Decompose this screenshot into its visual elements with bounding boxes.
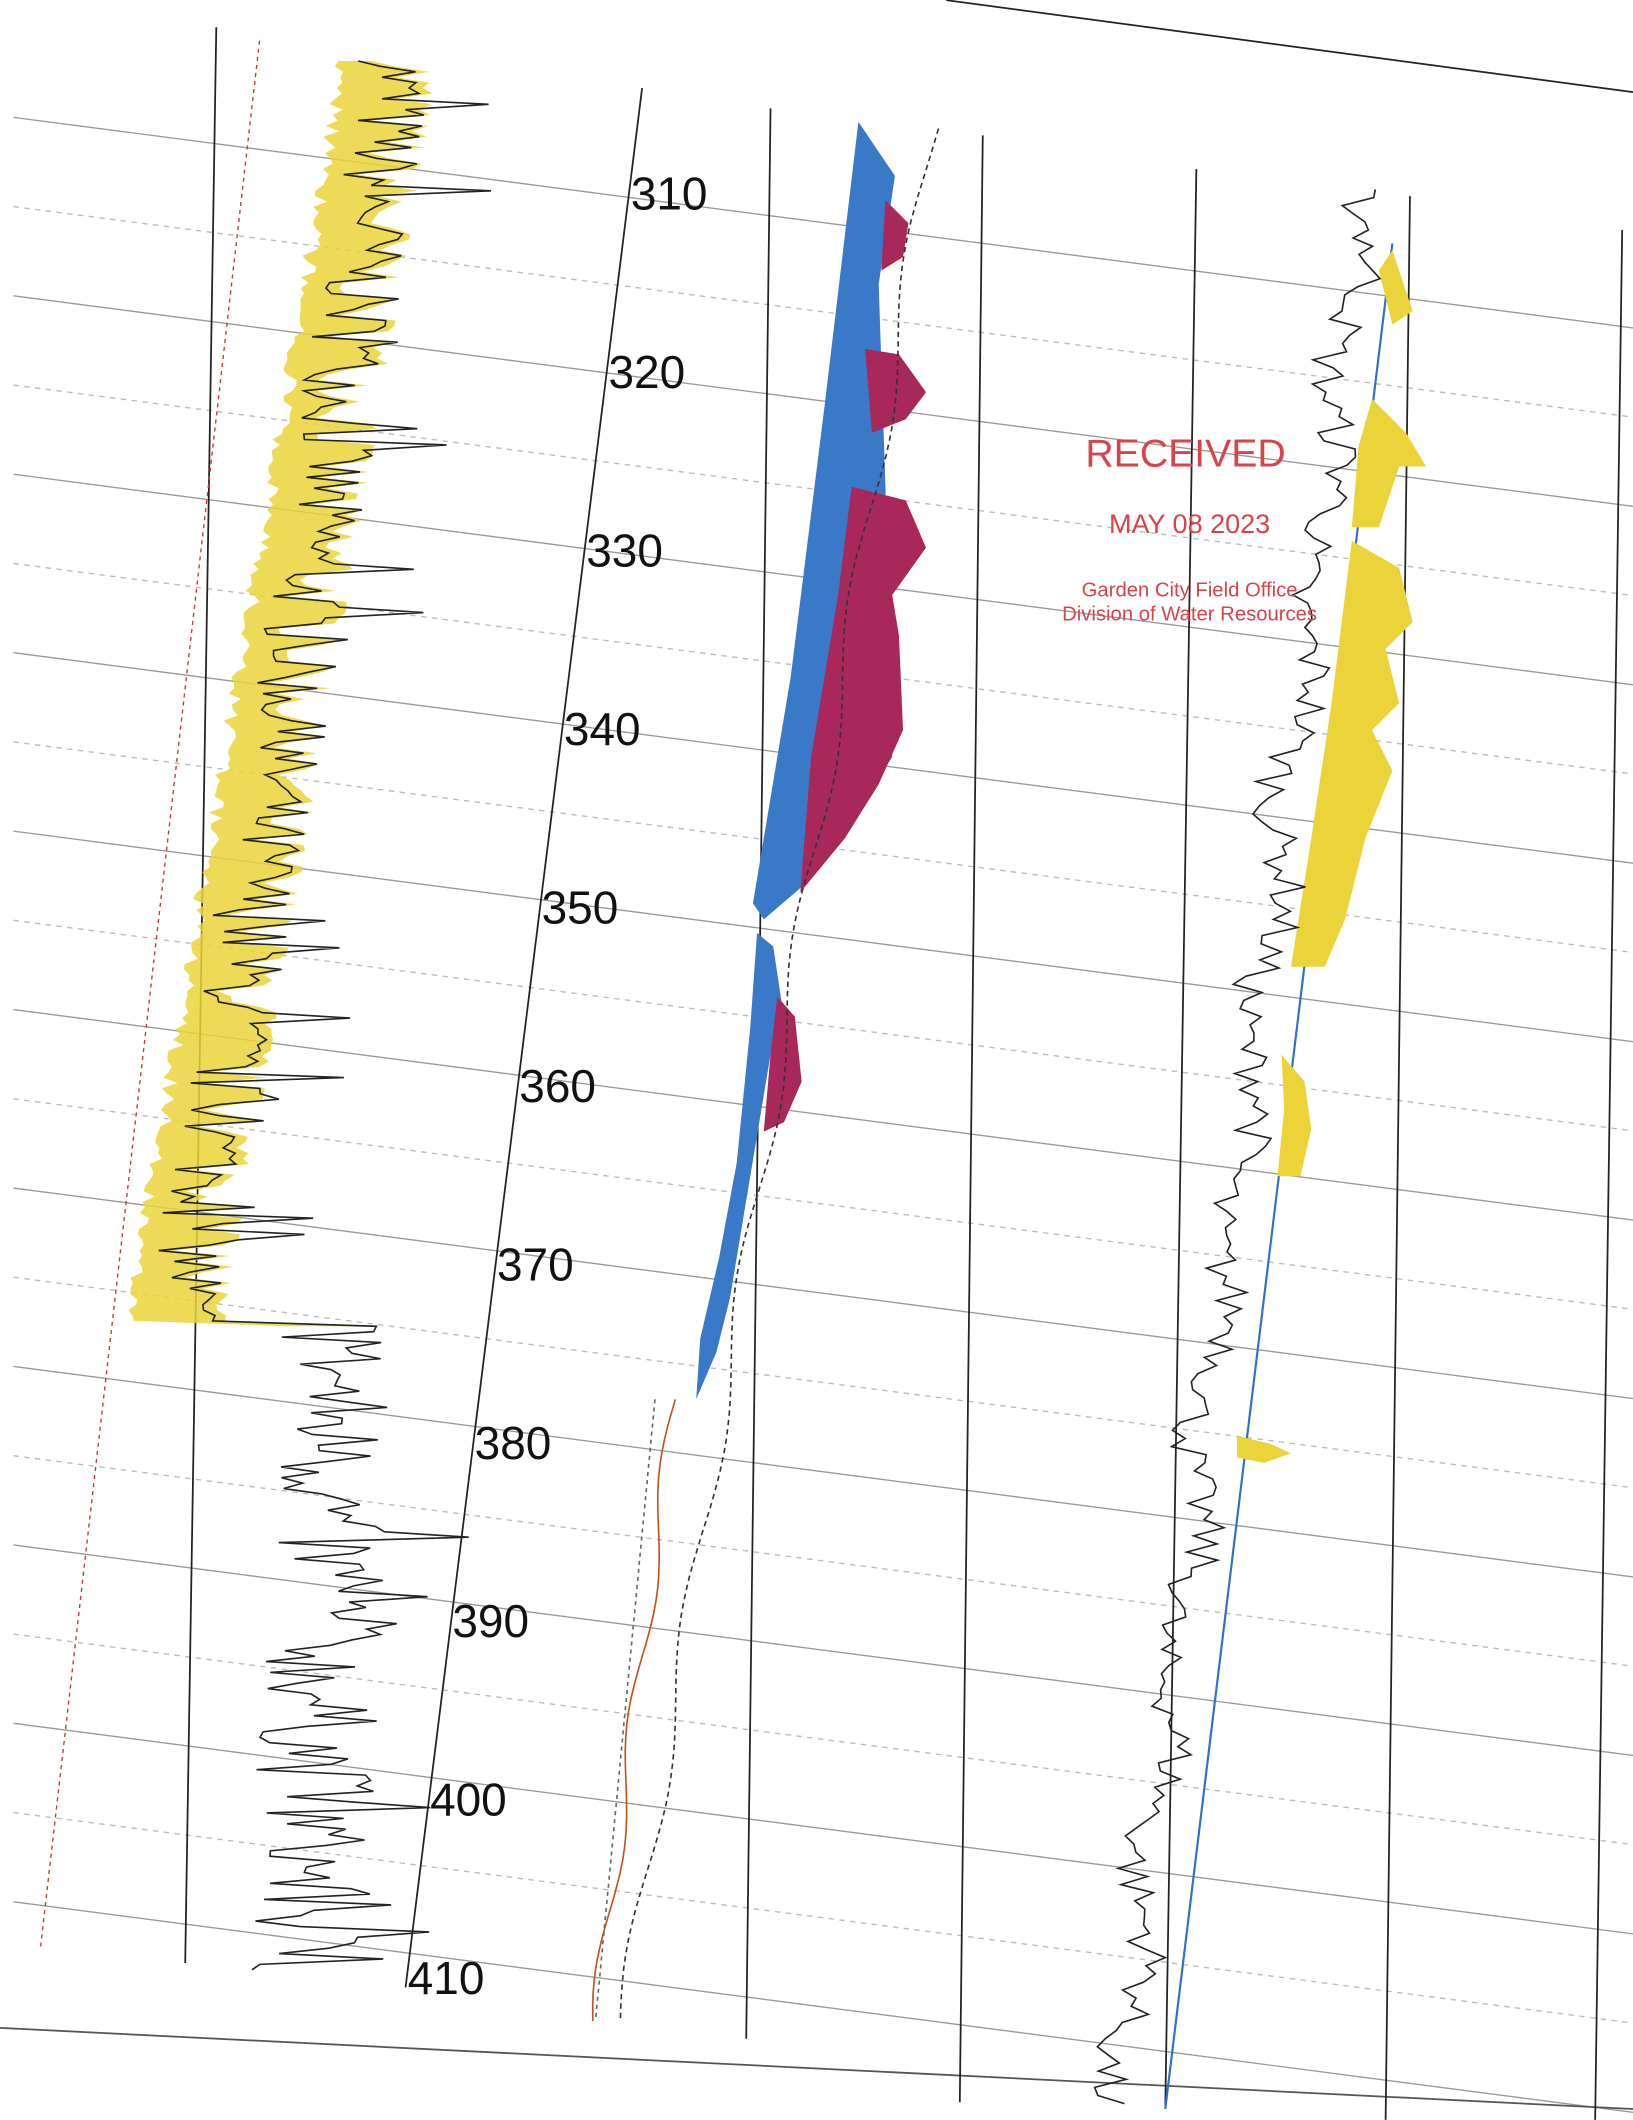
red-fill xyxy=(881,200,909,271)
minor-grid-line xyxy=(13,384,1633,597)
depth-label: 380 xyxy=(475,1417,552,1469)
minor-grid-line xyxy=(13,1098,1633,1311)
depth-label: 310 xyxy=(631,168,708,220)
gamma-curve xyxy=(158,60,492,1971)
yellow-fill xyxy=(128,61,433,1327)
minor-grid-line xyxy=(13,1811,1633,2024)
stamp-division: Division of Water Resources xyxy=(1062,604,1317,626)
depth-labels: 310 320 330 340 350 360 370 380 390 400 410 xyxy=(408,168,708,2004)
stamp-date: MAY 08 2023 xyxy=(1109,509,1270,539)
page-edge xyxy=(0,2027,1633,2110)
depth-label: 410 xyxy=(408,1952,485,2004)
stamp-title: RECEIVED xyxy=(1085,433,1285,476)
depth-label: 370 xyxy=(497,1238,574,1290)
page-edge xyxy=(946,0,1633,93)
grid-line xyxy=(13,1544,1633,1757)
track-line xyxy=(1594,229,1624,2120)
depth-label: 400 xyxy=(430,1774,507,1826)
minor-grid-line xyxy=(13,1276,1633,1489)
log-curves xyxy=(128,60,1382,2105)
received-stamp: RECEIVED MAY 08 2023 Garden City Field O… xyxy=(1062,433,1317,626)
track-line xyxy=(39,40,261,1947)
resistivity-curve xyxy=(594,1399,656,2022)
grid-line xyxy=(13,1008,1633,1221)
yellow-fill xyxy=(1236,1435,1291,1463)
depth-label: 360 xyxy=(519,1060,596,1112)
yellow-fill xyxy=(1290,540,1413,967)
grid-line xyxy=(13,1901,1633,2113)
minor-grid-line xyxy=(13,1633,1633,1846)
stamp-office: Garden City Field Office xyxy=(1082,579,1298,601)
grid-line xyxy=(13,116,1633,329)
depth-label: 320 xyxy=(609,346,686,398)
depth-label: 340 xyxy=(564,703,641,755)
depth-label: 350 xyxy=(542,881,619,933)
yellow-fill xyxy=(1351,398,1427,528)
minor-grid-line xyxy=(13,1455,1633,1667)
sp-curve xyxy=(1093,189,1382,2105)
track-line xyxy=(958,135,984,2103)
minor-grid-line xyxy=(13,205,1633,418)
depth-label: 330 xyxy=(586,525,663,577)
grid-line xyxy=(13,1365,1633,1578)
track-line xyxy=(1384,196,1411,2120)
depth-label: 390 xyxy=(452,1595,529,1647)
yellow-fill xyxy=(1277,1054,1312,1177)
minor-grid-line xyxy=(13,741,1633,954)
grid-line xyxy=(13,1722,1633,1935)
red-fill xyxy=(763,996,802,1132)
yellow-fill xyxy=(1378,250,1413,325)
track-line xyxy=(1164,169,1198,2110)
depth-track-line xyxy=(404,87,643,1988)
resistivity-curve xyxy=(591,1399,677,2022)
grid-line xyxy=(13,1187,1633,1400)
blue-fill xyxy=(696,932,782,1400)
